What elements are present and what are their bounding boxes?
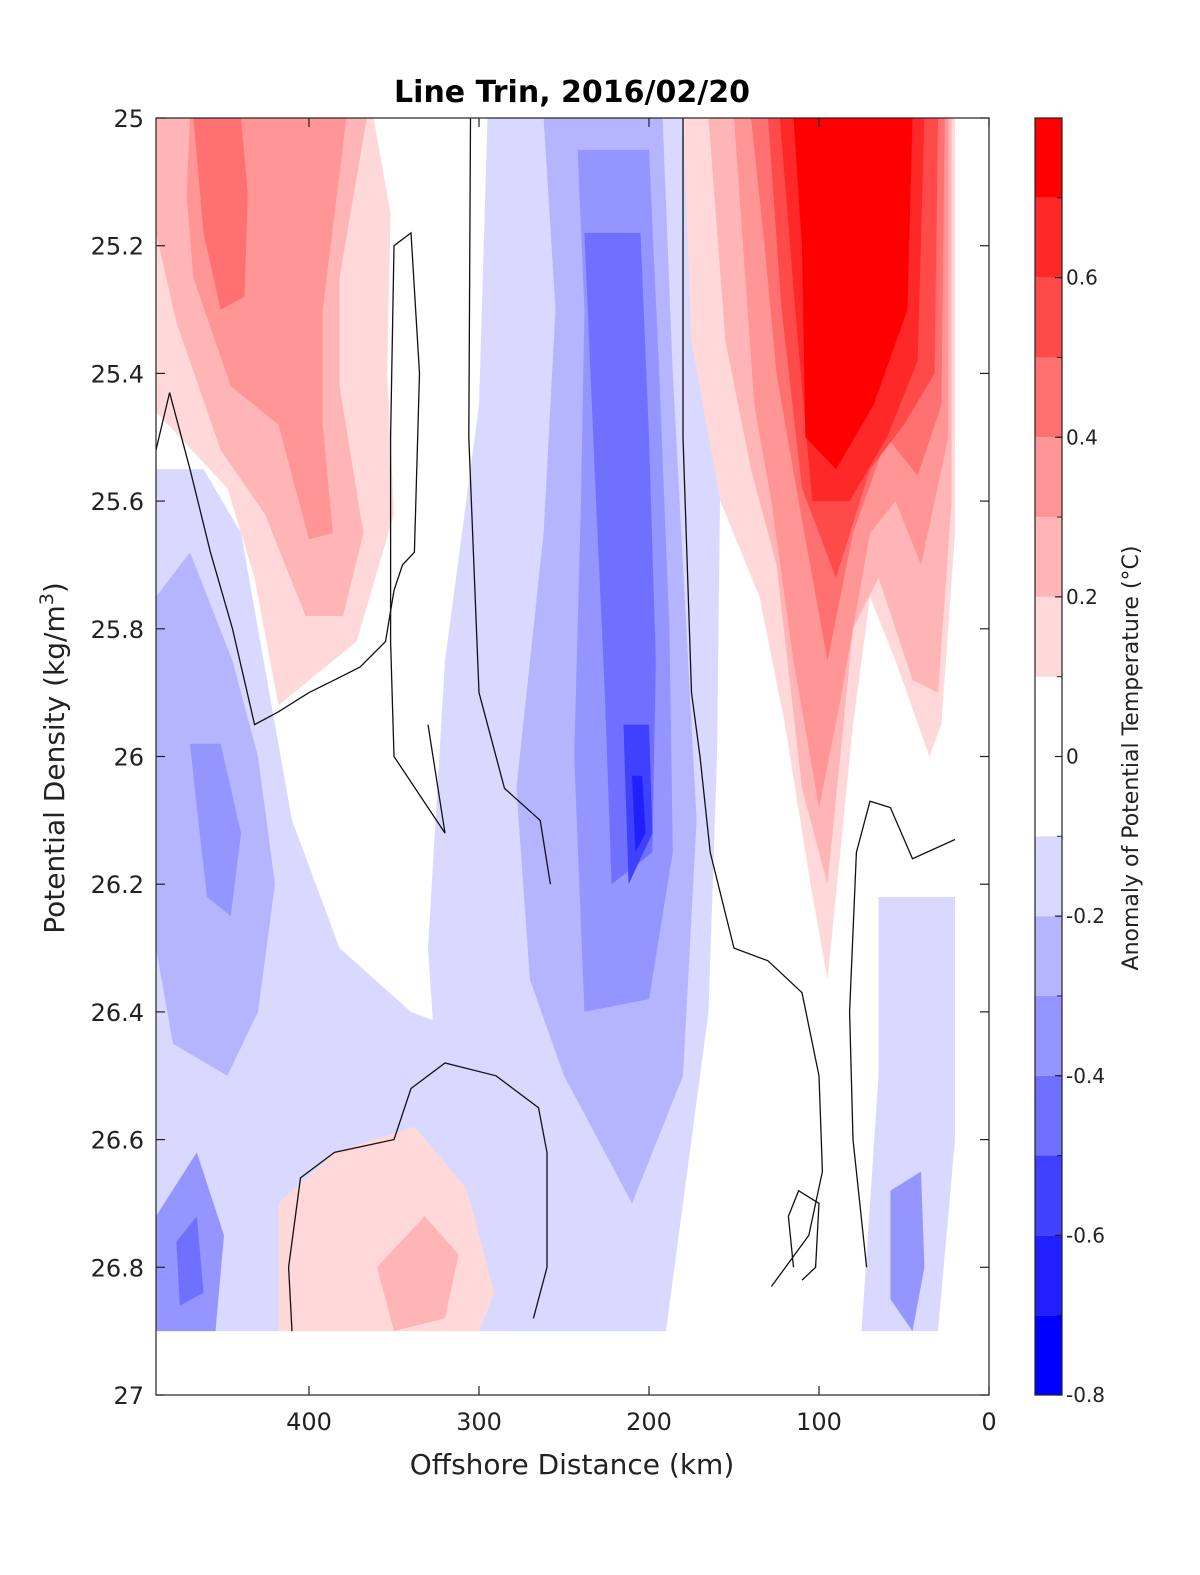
colorbar: -0.8 -0.6 -0.4 -0.2 0 0.2 0.4 0.6 <box>1034 117 1105 1407</box>
colorbar-tick-label: -0.2 <box>1066 904 1105 928</box>
offshore-warm-core-region <box>193 118 248 310</box>
y-tick-label: 26 <box>113 744 144 772</box>
central-cold-column-region <box>584 232 656 885</box>
chart-title: Line Trin, 2016/02/20 <box>394 75 750 110</box>
zero-contour-central-left <box>468 118 552 885</box>
x-axis-label: Offshore Distance (km) <box>410 1448 735 1481</box>
y-tick-label: 25.6 <box>91 488 144 516</box>
y-tick-label: 25 <box>113 105 144 133</box>
colorbar-swatch <box>1035 1235 1062 1316</box>
colorbar-swatch <box>1035 995 1062 1076</box>
zero-contour-coastal <box>848 800 956 1268</box>
x-tick-label: 100 <box>796 1408 842 1436</box>
colorbar-swatch <box>1035 277 1062 358</box>
deep-warm-blob-region <box>377 1216 459 1332</box>
y-axis-label-main: Potential Density (kg/m <box>38 605 71 934</box>
coastal-warm-core-region <box>793 118 913 470</box>
colorbar-swatch <box>1035 437 1062 518</box>
zero-contour-small-loop <box>787 1189 820 1281</box>
colorbar-swatch <box>1035 916 1062 996</box>
x-tick-label: 300 <box>456 1408 502 1436</box>
zero-contour-loop <box>389 231 446 834</box>
x-axis-ticks: 400 300 200 100 0 <box>286 118 997 1436</box>
colorbar-tick-label: 0.6 <box>1066 266 1098 290</box>
y-axis-label-end: ) <box>38 582 71 593</box>
colorbar-swatch <box>1035 836 1062 917</box>
colorbar-tick-label: 0.4 <box>1066 425 1098 449</box>
offshore-cold-band-region <box>190 743 241 917</box>
colorbar-tick-label: -0.8 <box>1066 1383 1105 1407</box>
colorbar-tick-label: 0.2 <box>1066 585 1098 609</box>
y-tick-label: 25.4 <box>91 360 144 388</box>
coastal-deep-cold-region <box>861 897 955 1332</box>
y-tick-label: 26.8 <box>91 1254 144 1282</box>
colorbar-tick-label: -0.4 <box>1066 1064 1105 1088</box>
y-axis-ticks: 25 25.2 25.4 25.6 25.8 26 26.2 26.4 26.6 26.8 27 <box>91 105 989 1410</box>
colorbar-tick-label: 0 <box>1066 745 1079 769</box>
plot-area: 400 300 200 100 0 25 25.2 25.4 25.6 25.8 26 26.2 26… <box>91 105 997 1436</box>
y-axis-label: Potential Density (kg/m3) <box>36 582 71 934</box>
colorbar-swatch <box>1035 1075 1062 1156</box>
colorbar-swatch <box>1035 197 1062 278</box>
y-tick-label: 26.6 <box>91 1127 144 1155</box>
contour-fill-layer <box>156 118 955 1332</box>
y-tick-label: 26.2 <box>91 871 144 899</box>
central-cold-column-region <box>632 775 646 853</box>
offshore-cold-deep-region <box>176 1216 204 1306</box>
zero-contour-layer <box>156 118 956 1332</box>
y-tick-label: 26.4 <box>91 999 144 1027</box>
colorbar-swatch <box>1035 1315 1062 1395</box>
colorbar-ticks: -0.8 -0.6 -0.4 -0.2 0 0.2 0.4 0.6 <box>1055 117 1105 1407</box>
colorbar-swatches <box>1035 118 1062 1395</box>
zero-contour-offshore <box>156 392 395 726</box>
colorbar-swatch <box>1035 118 1062 198</box>
x-tick-label: 0 <box>981 1408 996 1436</box>
y-tick-label: 25.2 <box>91 233 144 261</box>
y-axis-label-superscript: 3 <box>36 593 58 605</box>
colorbar-label: Anomaly of Potential Temperature (°C) <box>1119 546 1144 971</box>
colorbar-tick-label: -0.6 <box>1066 1223 1105 1247</box>
coastal-deep-cold-region <box>890 1171 925 1332</box>
colorbar-swatch <box>1035 596 1062 677</box>
colorbar-swatch <box>1035 357 1062 438</box>
zero-contour-central-right <box>682 118 824 1287</box>
y-tick-label: 27 <box>113 1382 144 1410</box>
y-tick-label: 25.8 <box>91 616 144 644</box>
zero-contour-deep-warm <box>287 1062 548 1332</box>
x-tick-label: 400 <box>286 1408 332 1436</box>
colorbar-swatch <box>1035 517 1062 597</box>
x-tick-label: 200 <box>626 1408 672 1436</box>
colorbar-swatch <box>1035 1155 1062 1236</box>
